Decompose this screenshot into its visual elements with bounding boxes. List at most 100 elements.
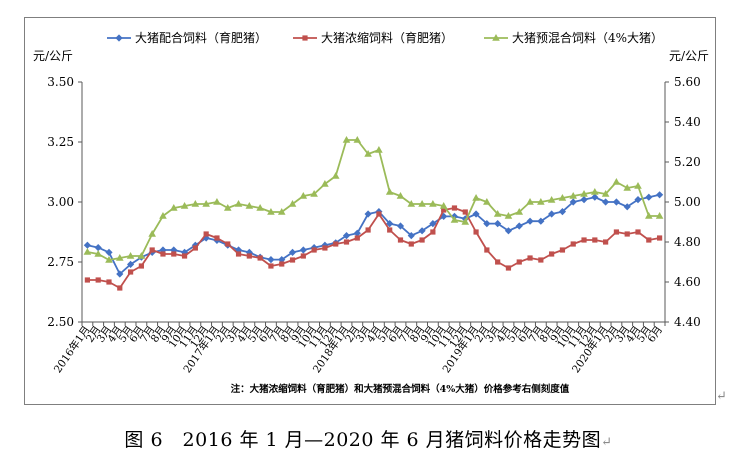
- data-point: [396, 192, 405, 199]
- data-point: [569, 192, 578, 199]
- data-point: [148, 230, 156, 237]
- data-point: [106, 279, 112, 285]
- data-point: [321, 180, 329, 187]
- data-point: [246, 253, 252, 259]
- data-point: [149, 247, 155, 253]
- data-point: [657, 235, 663, 241]
- data-point: [569, 198, 577, 206]
- data-point: [656, 191, 664, 199]
- data-point: [203, 231, 209, 237]
- data-point: [558, 208, 567, 216]
- data-point: [548, 210, 556, 218]
- data-point: [191, 200, 200, 207]
- data-point: [257, 255, 263, 261]
- data-point: [558, 194, 567, 201]
- data-point: [612, 198, 621, 206]
- data-point: [331, 172, 340, 179]
- right-axis-unit: 元/公斤: [669, 49, 709, 63]
- data-point: [407, 200, 416, 207]
- data-point: [115, 34, 123, 42]
- data-point: [84, 277, 90, 283]
- data-point: [387, 227, 393, 233]
- data-point: [461, 218, 470, 225]
- data-point: [299, 246, 307, 254]
- data-point: [397, 237, 404, 243]
- right-axis-tick-label: 4.60: [674, 275, 701, 289]
- data-point: [83, 248, 92, 255]
- price-line-chart: 大猪配合饲料（育肥猪） 大猪浓缩饲料（育肥猪） 大猪预混合饲料（4%大猪） 元/公斤…: [33, 30, 709, 395]
- data-point: [407, 232, 415, 240]
- data-point: [288, 248, 297, 256]
- data-point: [538, 257, 544, 263]
- data-point: [376, 211, 382, 217]
- right-axis-tick-label: 5.60: [674, 75, 701, 89]
- data-point: [181, 253, 188, 259]
- chart-note: 注：大猪浓缩饲料（育肥猪）和大猪预混合饲料（4%大猪）价格参考右侧刻度值: [231, 383, 570, 395]
- right-axis-tick-label: 4.40: [674, 315, 701, 329]
- data-point: [515, 208, 524, 215]
- data-point: [322, 245, 328, 251]
- data-point: [526, 198, 534, 205]
- data-point: [105, 256, 113, 263]
- left-axis-unit: 元/公斤: [33, 49, 73, 63]
- data-point: [311, 247, 317, 253]
- data-point: [601, 190, 610, 197]
- right-y-axis: 4.40 4.60 4.80 5.00 5.20 5.40 5.60: [664, 75, 701, 329]
- data-point: [441, 207, 447, 213]
- legend-label: 大猪预混合饲料（4%大猪）: [512, 30, 663, 45]
- data-point: [483, 220, 491, 228]
- data-point: [396, 222, 405, 230]
- data-point: [299, 192, 308, 199]
- data-point: [591, 193, 599, 201]
- data-point: [245, 202, 254, 209]
- left-axis-tick-label: 2.50: [47, 315, 74, 329]
- data-point: [591, 188, 599, 195]
- legend-item: 大猪预混合饲料（4%大猪）: [484, 30, 663, 45]
- data-point: [451, 205, 458, 211]
- legend-item: 大猪浓缩饲料（育肥猪）: [293, 30, 453, 45]
- data-point: [289, 257, 296, 263]
- data-point: [547, 196, 556, 203]
- data-point: [278, 256, 286, 264]
- data-point: [180, 202, 189, 209]
- data-point: [364, 150, 372, 157]
- data-point: [526, 217, 534, 225]
- data-point: [429, 200, 437, 207]
- data-point: [635, 229, 641, 235]
- data-point: [418, 227, 426, 235]
- data-point: [160, 251, 166, 257]
- data-point: [646, 237, 652, 243]
- data-point: [472, 210, 480, 218]
- data-point: [267, 256, 275, 264]
- data-point: [624, 231, 630, 237]
- left-axis-tick-label: 3.50: [47, 75, 74, 89]
- data-point: [105, 248, 113, 256]
- right-axis-tick-label: 5.20: [674, 155, 701, 169]
- data-point: [225, 241, 231, 247]
- data-point: [83, 241, 91, 249]
- data-point: [581, 237, 587, 243]
- data-point: [623, 184, 632, 191]
- data-point: [214, 235, 220, 241]
- data-point: [375, 146, 383, 153]
- right-axis-tick-label: 5.40: [674, 115, 701, 129]
- left-y-axis: 2.50 2.75 3.00 3.25 3.50: [47, 75, 83, 329]
- data-point: [645, 212, 653, 219]
- data-point: [302, 35, 308, 41]
- paragraph-mark: ↵: [716, 389, 727, 404]
- data-point: [439, 202, 448, 209]
- data-point: [137, 252, 146, 259]
- data-point: [342, 232, 351, 240]
- left-axis-tick-label: 3.25: [47, 135, 74, 149]
- data-point: [549, 251, 555, 257]
- data-point: [603, 239, 609, 245]
- data-point: [495, 259, 501, 265]
- data-point: [385, 188, 394, 195]
- data-point: [115, 254, 124, 261]
- data-point: [235, 251, 242, 257]
- data-point: [169, 204, 178, 211]
- data-point: [419, 237, 425, 243]
- data-point: [202, 200, 210, 207]
- data-point: [256, 204, 264, 211]
- data-point: [516, 259, 522, 265]
